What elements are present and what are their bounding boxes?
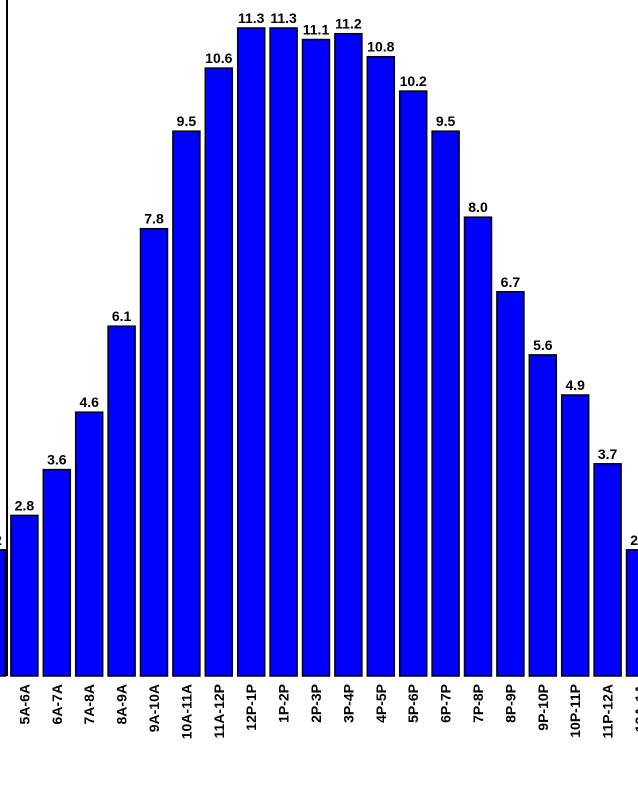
bar-5A-6A — [10, 514, 39, 677]
x-tick-label-12P-1P: 12P-1P — [243, 684, 259, 731]
x-tick-label-10P-11P: 10P-11P — [567, 684, 583, 738]
x-tick-label-9P-10P: 9P-10P — [535, 684, 551, 731]
x-tick-label-5A-6A: 5A-6A — [16, 684, 32, 724]
bar-8P-9P — [496, 291, 525, 677]
data-label-3P-4P: 11.2 — [335, 16, 362, 32]
bar-9A-10A — [139, 227, 169, 677]
x-tick-label-3P-4P: 3P-4P — [340, 684, 356, 723]
x-tick-label-7P-8P: 7P-8P — [470, 684, 486, 723]
bar-1P-2P — [269, 27, 298, 677]
data-label-5A-6A: 2.8 — [15, 497, 35, 513]
data-label-10P-11P: 4.9 — [565, 377, 585, 393]
data-label-8A-9A: 6.1 — [112, 308, 132, 324]
x-tick-label-10A-11A: 10A-11A — [178, 684, 194, 739]
data-label-9A-10A: 7.8 — [144, 211, 164, 227]
bar-10P-11P — [560, 394, 590, 677]
bar-5P-6P — [398, 90, 428, 677]
bar-6A-7A — [42, 468, 72, 677]
bar-7P-8P — [463, 216, 493, 677]
bar-11P-12A — [593, 463, 622, 677]
bars-group — [0, 27, 638, 677]
x-tick-label-5P-6P: 5P-6P — [405, 684, 421, 723]
bar-2P-3P — [301, 38, 331, 677]
data-label-11P-12A: 3.7 — [598, 446, 618, 462]
data-label-4A-5A: 2.2 — [0, 532, 2, 548]
bar-4A-5A — [0, 549, 7, 677]
data-label-7A-8A: 4.6 — [79, 394, 99, 410]
x-tick-label-12A-1A: 12A-1A — [632, 684, 638, 732]
data-label-4P-5P: 10.8 — [367, 39, 394, 55]
data-label-2P-3P: 11.1 — [303, 22, 330, 38]
bar-11A-12P — [204, 67, 234, 677]
bar-3P-4P — [334, 32, 363, 677]
x-tick-label-8P-9P: 8P-9P — [502, 684, 518, 723]
data-label-6A-7A: 3.6 — [47, 452, 67, 468]
x-tick-label-4P-5P: 4P-5P — [373, 684, 389, 723]
bar-7A-8A — [74, 411, 104, 677]
bar-10A-11A — [172, 130, 201, 677]
data-label-6P-7P: 9.5 — [436, 113, 456, 129]
data-label-9P-10P: 5.6 — [533, 337, 553, 353]
x-tick-label-7A-8A: 7A-8A — [81, 684, 97, 724]
data-label-10A-11A: 9.5 — [177, 113, 197, 129]
bar-8A-9A — [107, 325, 136, 677]
bar-9P-10P — [528, 354, 558, 677]
data-label-8P-9P: 6.7 — [501, 274, 521, 290]
data-label-12P-1P: 11.3 — [238, 10, 265, 26]
x-tick-label-8A-9A: 8A-9A — [114, 684, 130, 724]
data-label-1P-2P: 11.3 — [270, 10, 297, 26]
x-tick-label-11P-12A: 11P-12A — [600, 684, 616, 738]
data-label-5P-6P: 10.2 — [400, 73, 427, 89]
x-tick-label-6P-7P: 6P-7P — [438, 684, 454, 723]
x-tick-label-11A-12P: 11A-12P — [211, 684, 227, 738]
bar-12P-1P — [236, 27, 266, 677]
bar-6P-7P — [431, 130, 460, 677]
data-label-11A-12P: 10.6 — [205, 50, 232, 66]
x-tick-labels-group: 4A-5A5A-6A6A-7A7A-8A8A-9A9A-10A10A-11A11… — [16, 684, 638, 739]
x-tick-label-2P-3P: 2P-3P — [308, 684, 324, 723]
bar-4P-5P — [366, 55, 396, 677]
bar-12A-1A — [625, 549, 638, 677]
data-labels-group: 2.2 2.8 3.6 4.6 6.1 7.8 9.5 10.6 11.3 11.3 11.1 11.… — [0, 10, 638, 548]
data-label-7P-8P: 8.0 — [468, 199, 488, 215]
x-tick-label-1P-2P: 1P-2P — [276, 684, 292, 723]
data-label-12A-1A: 2.2 — [630, 532, 638, 548]
x-tick-label-6A-7A: 6A-7A — [49, 684, 65, 724]
x-tick-label-9A-10A: 9A-10A — [146, 684, 162, 732]
